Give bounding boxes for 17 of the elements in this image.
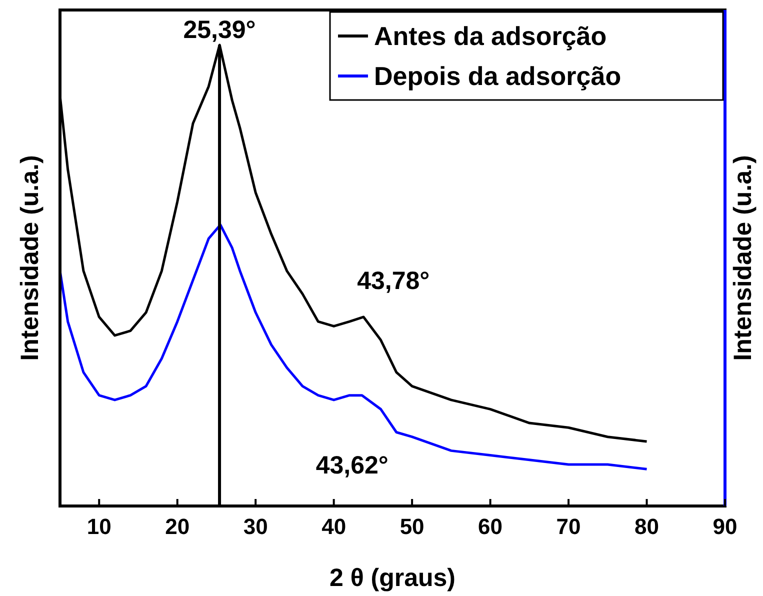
legend-label: Antes da adsorção: [374, 21, 607, 51]
annotation: 43,78°: [357, 266, 430, 295]
ref-line-label: 25,39°: [183, 16, 256, 44]
annotation: 43,62°: [316, 451, 388, 480]
x-tick-label: 50: [400, 514, 424, 539]
x-tick-label: 90: [712, 514, 738, 539]
x-tick-label: 80: [634, 514, 660, 539]
x-tick-label: 40: [322, 514, 346, 539]
legend-label: Depois da adsorção: [374, 61, 622, 91]
x-tick-label: 10: [86, 514, 112, 539]
x-axis-title: 2 θ (graus): [329, 564, 456, 592]
y2-axis-title: Intensidade (u.a.): [729, 155, 757, 361]
y-axis-title: Intensidade (u.a.): [16, 155, 44, 361]
x-tick-label: 70: [556, 514, 581, 539]
x-tick-label: 60: [478, 514, 503, 539]
x-tick-label: 30: [243, 514, 268, 539]
x-tick-label: 20: [165, 514, 190, 539]
